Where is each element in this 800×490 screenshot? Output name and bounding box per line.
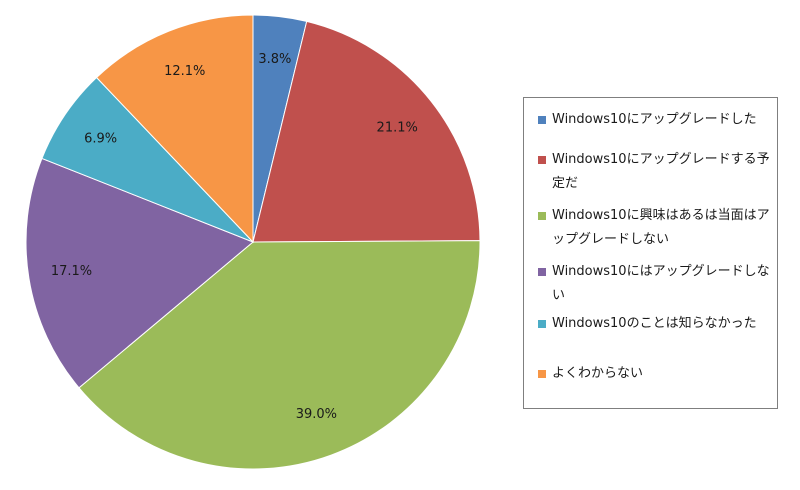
legend-swatch <box>538 116 546 124</box>
legend-item: Windows10にアップグレードした <box>538 108 770 132</box>
legend-item: Windows10のことは知らなかった <box>538 312 770 336</box>
legend-item: Windows10に興味はあるは当面はアップグレードしない <box>538 204 770 252</box>
legend-item: Windows10にアップグレードする予定だ <box>538 148 770 196</box>
legend-item: Windows10にはアップグレードしない <box>538 260 770 308</box>
slice-data-label: 17.1% <box>51 264 92 279</box>
legend-label: Windows10にアップグレードした <box>552 112 757 127</box>
legend-label: Windows10のことは知らなかった <box>552 316 757 331</box>
legend-label: Windows10にはアップグレードしない <box>552 264 770 303</box>
pie-slice <box>252 20 481 243</box>
legend-swatch <box>538 268 546 276</box>
legend-swatch <box>538 320 546 328</box>
legend-swatch <box>538 370 546 378</box>
legend-item: よくわからない <box>538 362 770 386</box>
slice-data-label: 3.8% <box>258 52 291 67</box>
legend-swatch <box>538 156 546 164</box>
slice-data-label: 21.1% <box>377 120 418 135</box>
chart-legend: Windows10にアップグレードした Windows10にアップグレードする予定… <box>523 97 778 409</box>
slice-data-label: 6.9% <box>84 132 117 147</box>
legend-swatch <box>538 212 546 220</box>
legend-label: よくわからない <box>552 366 644 381</box>
pie-slice <box>25 157 254 389</box>
legend-label: Windows10にアップグレードする予定だ <box>552 152 770 191</box>
slice-data-label: 39.0% <box>296 407 337 422</box>
legend-label: Windows10に興味はあるは当面はアップグレードしない <box>552 208 770 247</box>
slice-data-label: 12.1% <box>164 64 205 79</box>
pie-slice <box>78 240 481 470</box>
pie-slice <box>95 14 254 244</box>
